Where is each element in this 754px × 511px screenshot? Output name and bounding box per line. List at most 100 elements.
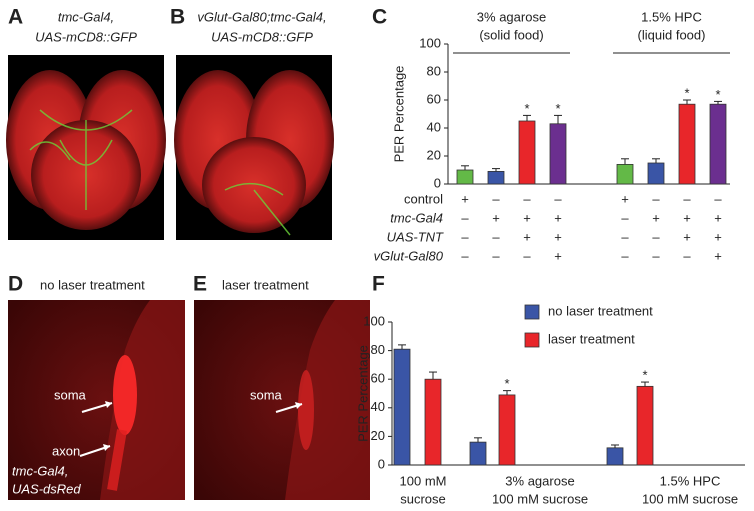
image-label: soma bbox=[250, 387, 283, 402]
image-b bbox=[174, 55, 334, 240]
genotype-mark: – bbox=[492, 191, 500, 206]
y-tick-label: 60 bbox=[427, 91, 441, 106]
genotype-mark: – bbox=[621, 210, 629, 225]
significance: * bbox=[684, 85, 689, 100]
genotype-mark: + bbox=[554, 248, 562, 263]
genotype-mark: – bbox=[652, 229, 660, 244]
row-label: control bbox=[404, 191, 443, 206]
genotype-mark: – bbox=[714, 191, 722, 206]
image-a bbox=[6, 55, 166, 240]
genotype-mark: – bbox=[554, 191, 562, 206]
caption: UAS-mCD8::GFP bbox=[211, 29, 313, 44]
y-tick-label: 80 bbox=[427, 63, 441, 78]
genotype-mark: + bbox=[714, 248, 722, 263]
bar bbox=[393, 348, 411, 466]
caption: tmc-Gal4, bbox=[58, 9, 114, 24]
genotype-mark: – bbox=[621, 229, 629, 244]
bar bbox=[456, 169, 474, 185]
y-tick-label: 40 bbox=[371, 399, 385, 414]
genotype-mark: – bbox=[492, 248, 500, 263]
x-tick-label: sucrose bbox=[400, 491, 446, 506]
genotype-mark: – bbox=[523, 191, 531, 206]
genotype-mark: – bbox=[683, 191, 691, 206]
image-caption: tmc-Gal4, bbox=[12, 463, 68, 478]
genotype-mark: – bbox=[652, 248, 660, 263]
significance: * bbox=[642, 367, 647, 382]
genotype-mark: – bbox=[652, 191, 660, 206]
y-axis-label: PER Percentage bbox=[355, 345, 370, 442]
genotype-mark: + bbox=[492, 210, 500, 225]
legend-swatch bbox=[524, 332, 540, 348]
y-tick-label: 100 bbox=[419, 35, 441, 50]
genotype-mark: – bbox=[683, 248, 691, 263]
y-tick-label: 0 bbox=[434, 175, 441, 190]
panel-letter: D bbox=[8, 273, 23, 296]
genotype-mark: + bbox=[714, 210, 722, 225]
error-bar bbox=[611, 444, 619, 448]
legend-swatch bbox=[524, 304, 540, 320]
image-d bbox=[8, 300, 185, 500]
legend-label: no laser treatment bbox=[548, 303, 653, 318]
genotype-mark: + bbox=[461, 191, 469, 206]
panel-letter: B bbox=[170, 6, 185, 29]
genotype-mark: + bbox=[683, 210, 691, 225]
genotype-mark: + bbox=[523, 210, 531, 225]
y-tick-label: 20 bbox=[427, 147, 441, 162]
error-bar bbox=[492, 168, 500, 172]
significance: * bbox=[524, 101, 529, 116]
genotype-label: vGlut-Gal80 bbox=[374, 248, 444, 263]
genotype-mark: – bbox=[461, 210, 469, 225]
bar bbox=[518, 120, 536, 185]
bar bbox=[678, 103, 696, 185]
legend-label: laser treatment bbox=[548, 331, 635, 346]
x-tick-label: 1.5% HPC bbox=[660, 473, 721, 488]
genotype-mark: + bbox=[714, 229, 722, 244]
significance: * bbox=[504, 376, 509, 391]
panel-letter: C bbox=[372, 6, 387, 29]
error-bar bbox=[554, 114, 562, 124]
y-tick-label: 60 bbox=[371, 371, 385, 386]
significance: * bbox=[715, 87, 720, 102]
y-tick-label: 0 bbox=[378, 456, 385, 471]
image-label: axon bbox=[52, 443, 80, 458]
y-tick-label: 40 bbox=[427, 119, 441, 134]
bar bbox=[636, 385, 654, 466]
panel-letter: A bbox=[8, 6, 23, 29]
panel-letter: E bbox=[193, 273, 207, 296]
genotype-mark: – bbox=[523, 248, 531, 263]
y-tick-label: 100 bbox=[363, 313, 385, 328]
genotype-label: UAS-TNT bbox=[387, 229, 444, 244]
genotype-mark: – bbox=[461, 248, 469, 263]
error-bar bbox=[474, 437, 482, 443]
image-e bbox=[194, 300, 370, 500]
error-bar bbox=[641, 381, 649, 387]
error-bar bbox=[429, 371, 437, 380]
bar bbox=[709, 103, 727, 185]
genotype-mark: + bbox=[621, 191, 629, 206]
genotype-mark: – bbox=[621, 248, 629, 263]
bar bbox=[647, 162, 665, 185]
error-bar bbox=[523, 114, 531, 121]
y-axis-label: PER Percentage bbox=[391, 66, 406, 163]
image-caption: UAS-dsRed bbox=[12, 481, 81, 496]
x-tick-label: 100 mM sucrose bbox=[492, 491, 588, 506]
error-bar bbox=[621, 158, 629, 165]
caption: UAS-mCD8::GFP bbox=[35, 29, 137, 44]
error-bar bbox=[652, 158, 660, 163]
error-bar bbox=[398, 344, 406, 350]
bar bbox=[616, 163, 634, 185]
group-label: (solid food) bbox=[479, 27, 543, 42]
genotype-mark: + bbox=[554, 210, 562, 225]
image-label: soma bbox=[54, 387, 87, 402]
image-title: laser treatment bbox=[222, 277, 309, 292]
genotype-mark: + bbox=[652, 210, 660, 225]
error-bar bbox=[461, 165, 469, 170]
error-bar bbox=[683, 99, 691, 105]
group-label: (liquid food) bbox=[638, 27, 706, 42]
genotype-mark: – bbox=[461, 229, 469, 244]
bar bbox=[606, 447, 624, 466]
bar bbox=[549, 123, 567, 185]
error-bar bbox=[714, 100, 722, 105]
genotype-label: tmc-Gal4 bbox=[390, 210, 443, 225]
